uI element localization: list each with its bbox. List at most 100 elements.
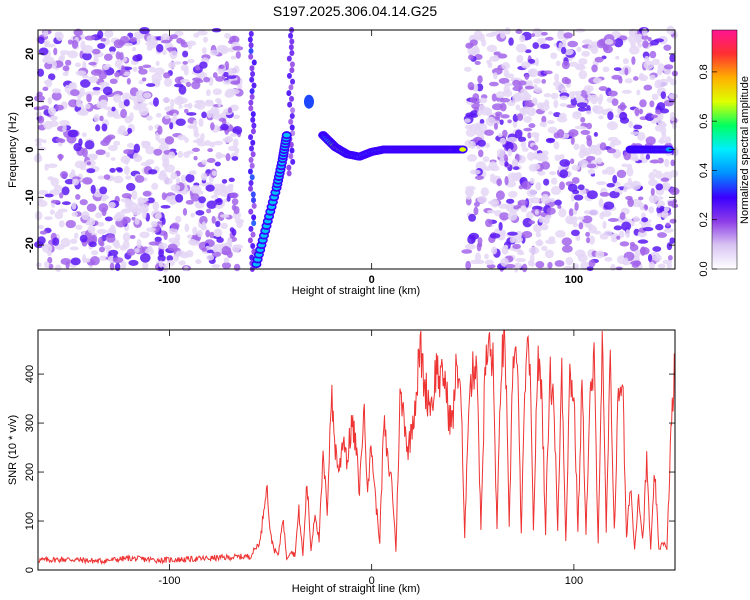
- noise-blob: [554, 73, 560, 82]
- noise-blob: [572, 111, 582, 120]
- trace-core: [283, 132, 291, 138]
- noise-blob: [489, 233, 501, 239]
- noise-blob: [190, 212, 196, 218]
- streak-blob: [289, 61, 295, 68]
- noise-blob: [104, 29, 114, 38]
- noise-blob: [666, 262, 672, 270]
- noise-blob: [473, 30, 483, 40]
- noise-blob: [225, 135, 233, 142]
- noise-blob: [143, 141, 151, 148]
- noise-blob: [62, 65, 70, 72]
- noise-blob: [212, 244, 218, 253]
- noise-blob: [592, 77, 602, 84]
- noise-blob: [72, 178, 80, 186]
- noise-blob: [186, 112, 197, 116]
- noise-blob: [226, 239, 233, 248]
- noise-blob: [99, 115, 104, 122]
- noise-blob: [54, 184, 63, 192]
- noise-blob: [220, 222, 228, 230]
- noise-blob: [596, 181, 607, 186]
- noise-blob: [561, 245, 573, 253]
- noise-blob: [490, 198, 500, 208]
- noise-blob: [546, 207, 556, 215]
- noise-blob: [559, 95, 569, 101]
- noise-blob: [593, 105, 604, 115]
- noise-blob: [138, 79, 144, 85]
- noise-blob: [587, 43, 598, 52]
- noise-blob: [657, 263, 666, 269]
- noise-blob: [68, 99, 79, 108]
- noise-blob: [231, 198, 239, 206]
- noise-blob: [182, 60, 188, 65]
- noise-blob: [648, 171, 656, 181]
- noise-blob: [540, 223, 549, 231]
- noise-blob: [578, 70, 588, 80]
- noise-blob: [489, 81, 499, 87]
- colorbar-ticks: 0.0 0.2 0.4 0.6 0.8: [698, 64, 717, 277]
- noise-blob: [630, 260, 642, 266]
- noise-blob: [175, 118, 186, 127]
- noise-blob: [166, 259, 175, 266]
- noise-blob: [86, 168, 96, 174]
- noise-blob: [573, 194, 584, 201]
- noise-blob: [501, 62, 511, 70]
- noise-blob: [215, 204, 224, 209]
- noise-blob: [534, 57, 540, 67]
- noise-blob: [73, 142, 82, 152]
- x-tick-label: -100: [158, 575, 180, 587]
- noise-blob: [186, 234, 193, 239]
- noise-blob: [41, 244, 52, 248]
- noise-blob: [619, 111, 628, 121]
- noise-blob: [655, 170, 663, 179]
- noise-blob: [214, 161, 221, 167]
- noise-blob: [635, 33, 643, 39]
- noise-blob: [657, 232, 667, 238]
- noise-blob: [512, 93, 522, 103]
- noise-blob: [499, 102, 507, 112]
- noise-blob: [166, 255, 174, 262]
- snr-frame: [37, 329, 676, 571]
- streak-blob: [248, 208, 254, 215]
- y-tick-label: 200: [24, 463, 36, 481]
- noise-blob: [125, 175, 132, 180]
- noise-blob: [161, 192, 167, 201]
- noise-blob: [70, 89, 80, 97]
- noise-blob: [178, 260, 186, 266]
- noise-blob: [503, 82, 513, 87]
- noise-blob: [227, 67, 236, 76]
- noise-blob: [213, 140, 224, 146]
- noise-blob: [647, 254, 653, 262]
- noise-blob: [598, 198, 604, 208]
- noise-blob: [61, 201, 71, 206]
- noise-blob: [192, 226, 198, 236]
- noise-blob: [661, 210, 669, 219]
- noise-blob: [146, 197, 155, 204]
- noise-blob: [142, 190, 152, 197]
- noise-blob: [183, 151, 191, 159]
- noise-blob: [530, 132, 540, 138]
- noise-blob: [214, 229, 222, 237]
- tone-blob: [303, 94, 314, 109]
- noise-blob: [82, 254, 87, 264]
- noise-blob: [557, 204, 562, 209]
- y-tick-label: 20: [24, 48, 36, 60]
- noise-blob: [669, 78, 677, 86]
- noise-blob: [206, 208, 212, 214]
- noise-blob: [60, 258, 72, 265]
- noise-blob: [198, 196, 206, 204]
- noise-blob: [543, 70, 553, 75]
- noise-blob: [598, 115, 604, 120]
- noise-blob: [62, 124, 67, 133]
- noise-blob: [215, 98, 221, 104]
- streak-blob: [247, 36, 253, 43]
- noise-blob: [104, 216, 113, 222]
- noise-blob: [207, 148, 214, 153]
- noise-blob: [495, 111, 503, 116]
- noise-blob: [587, 168, 595, 175]
- noise-blob: [529, 254, 535, 263]
- noise-blob: [613, 38, 624, 48]
- noise-blob: [540, 43, 551, 49]
- noise-blob: [506, 99, 516, 107]
- noise-blob: [79, 199, 88, 206]
- noise-blob: [84, 140, 95, 150]
